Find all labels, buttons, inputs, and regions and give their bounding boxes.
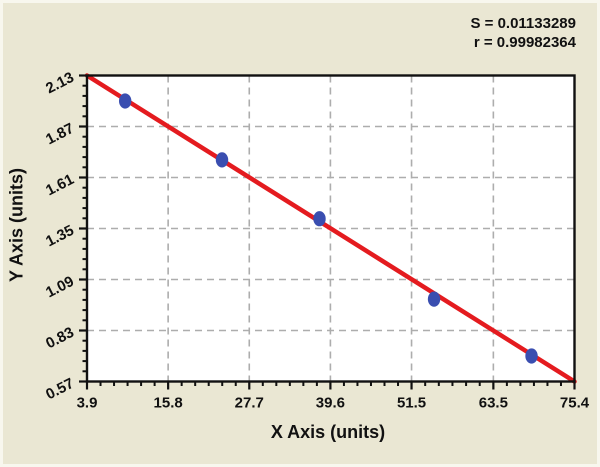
stat-r: r = 0.99982364 xyxy=(473,34,576,51)
y-tick-label: 2.13 xyxy=(43,69,77,97)
x-tick-label: 51.5 xyxy=(397,395,426,412)
y-tick-label: 0.83 xyxy=(43,324,77,352)
y-tick-label: 1.35 xyxy=(43,222,77,250)
x-tick-label: 27.7 xyxy=(235,395,264,412)
y-tick-label: 1.09 xyxy=(43,273,77,301)
x-tick-label: 75.4 xyxy=(560,395,590,412)
y-tick-label: 1.61 xyxy=(43,171,77,199)
y-tick-label: 1.87 xyxy=(43,120,77,148)
y-axis-title: Y Axis (units) xyxy=(6,167,27,283)
fit-statistics: S = 0.01133289 r = 0.99982364 xyxy=(470,14,576,52)
x-axis-title: X Axis (units) xyxy=(270,422,386,442)
x-tick-label: 3.9 xyxy=(77,395,98,412)
data-point xyxy=(118,93,132,109)
x-tick-label: 39.6 xyxy=(316,395,345,412)
x-tick-label: 63.5 xyxy=(479,395,508,412)
data-point xyxy=(525,348,538,364)
y-tick-label: 0.57 xyxy=(43,375,77,403)
data-point xyxy=(427,291,441,307)
data-point xyxy=(313,211,326,227)
x-tick-label: 15.8 xyxy=(154,395,183,412)
data-point xyxy=(215,152,229,168)
regression-line xyxy=(84,73,577,384)
plot-svg: 3.9 15.8 27.7 39.6 51.5 63.5 75.4 0.57 0.83 1.09 1… xyxy=(43,69,590,412)
stat-s: S = 0.01133289 xyxy=(470,15,576,32)
